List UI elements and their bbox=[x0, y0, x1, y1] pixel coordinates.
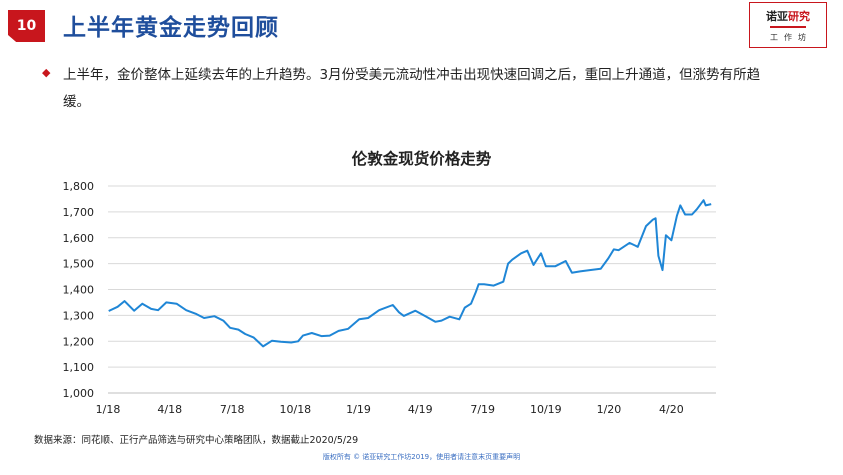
y-tick-label: 1,500 bbox=[63, 258, 95, 271]
logo: 诺亚研究 工作坊 bbox=[749, 2, 827, 48]
copyright-note: 版权所有 © 诺亚研究工作坊2019，使用者请注意末页重要声明 bbox=[322, 453, 521, 461]
gold-price-line bbox=[108, 199, 712, 348]
x-tick-label: 4/18 bbox=[157, 403, 182, 416]
x-tick-label: 7/19 bbox=[470, 403, 495, 416]
x-axis-labels: 1/18 4/18 7/18 10/18 1/19 4/19 7/19 10/19 1/20 4/… bbox=[96, 403, 684, 416]
grid-lines bbox=[108, 185, 716, 394]
x-tick-label: 1/18 bbox=[96, 403, 121, 416]
logo-part1: 诺亚 bbox=[766, 10, 788, 23]
x-tick-label: 4/20 bbox=[659, 403, 684, 416]
y-tick-label: 1,300 bbox=[63, 309, 95, 322]
x-tick-label: 4/19 bbox=[408, 403, 433, 416]
x-tick-label: 10/19 bbox=[530, 403, 562, 416]
y-tick-label: 1,400 bbox=[63, 284, 95, 297]
y-tick-label: 1,000 bbox=[63, 387, 95, 400]
chart-title: 伦敦金现货价格走势 bbox=[351, 150, 492, 168]
logo-part2: 研究 bbox=[788, 10, 810, 23]
y-tick-label: 1,700 bbox=[63, 206, 95, 219]
logo-text: 诺亚研究 bbox=[750, 8, 826, 24]
x-tick-label: 1/19 bbox=[346, 403, 371, 416]
y-tick-label: 1,100 bbox=[63, 361, 95, 374]
page-title: 上半年黄金走势回顾 bbox=[63, 15, 279, 41]
page-number-badge: 10 bbox=[8, 10, 45, 42]
y-tick-label: 1,800 bbox=[63, 180, 95, 193]
x-tick-label: 7/18 bbox=[220, 403, 245, 416]
x-tick-label: 1/20 bbox=[597, 403, 622, 416]
diamond-bullet-icon: ◆ bbox=[42, 66, 51, 79]
page-number: 10 bbox=[16, 18, 37, 34]
y-tick-label: 1,200 bbox=[63, 335, 95, 348]
y-tick-label: 1,600 bbox=[63, 232, 95, 245]
y-axis-labels: 1,000 1,100 1,200 1,300 1,400 1,500 1,600 1,700… bbox=[63, 180, 95, 400]
logo-subtitle: 工作坊 bbox=[770, 33, 812, 42]
data-source-note: 数据来源：同花顺、正行产品筛选与研究中心策略团队，数据截止2020/5/29 bbox=[34, 435, 359, 446]
summary-text: 上半年，金价整体上延续去年的上升趋势。3月份受美元流动性冲击出现快速回调之后，重… bbox=[63, 67, 761, 110]
x-tick-label: 10/18 bbox=[279, 403, 311, 416]
logo-divider bbox=[770, 26, 806, 28]
